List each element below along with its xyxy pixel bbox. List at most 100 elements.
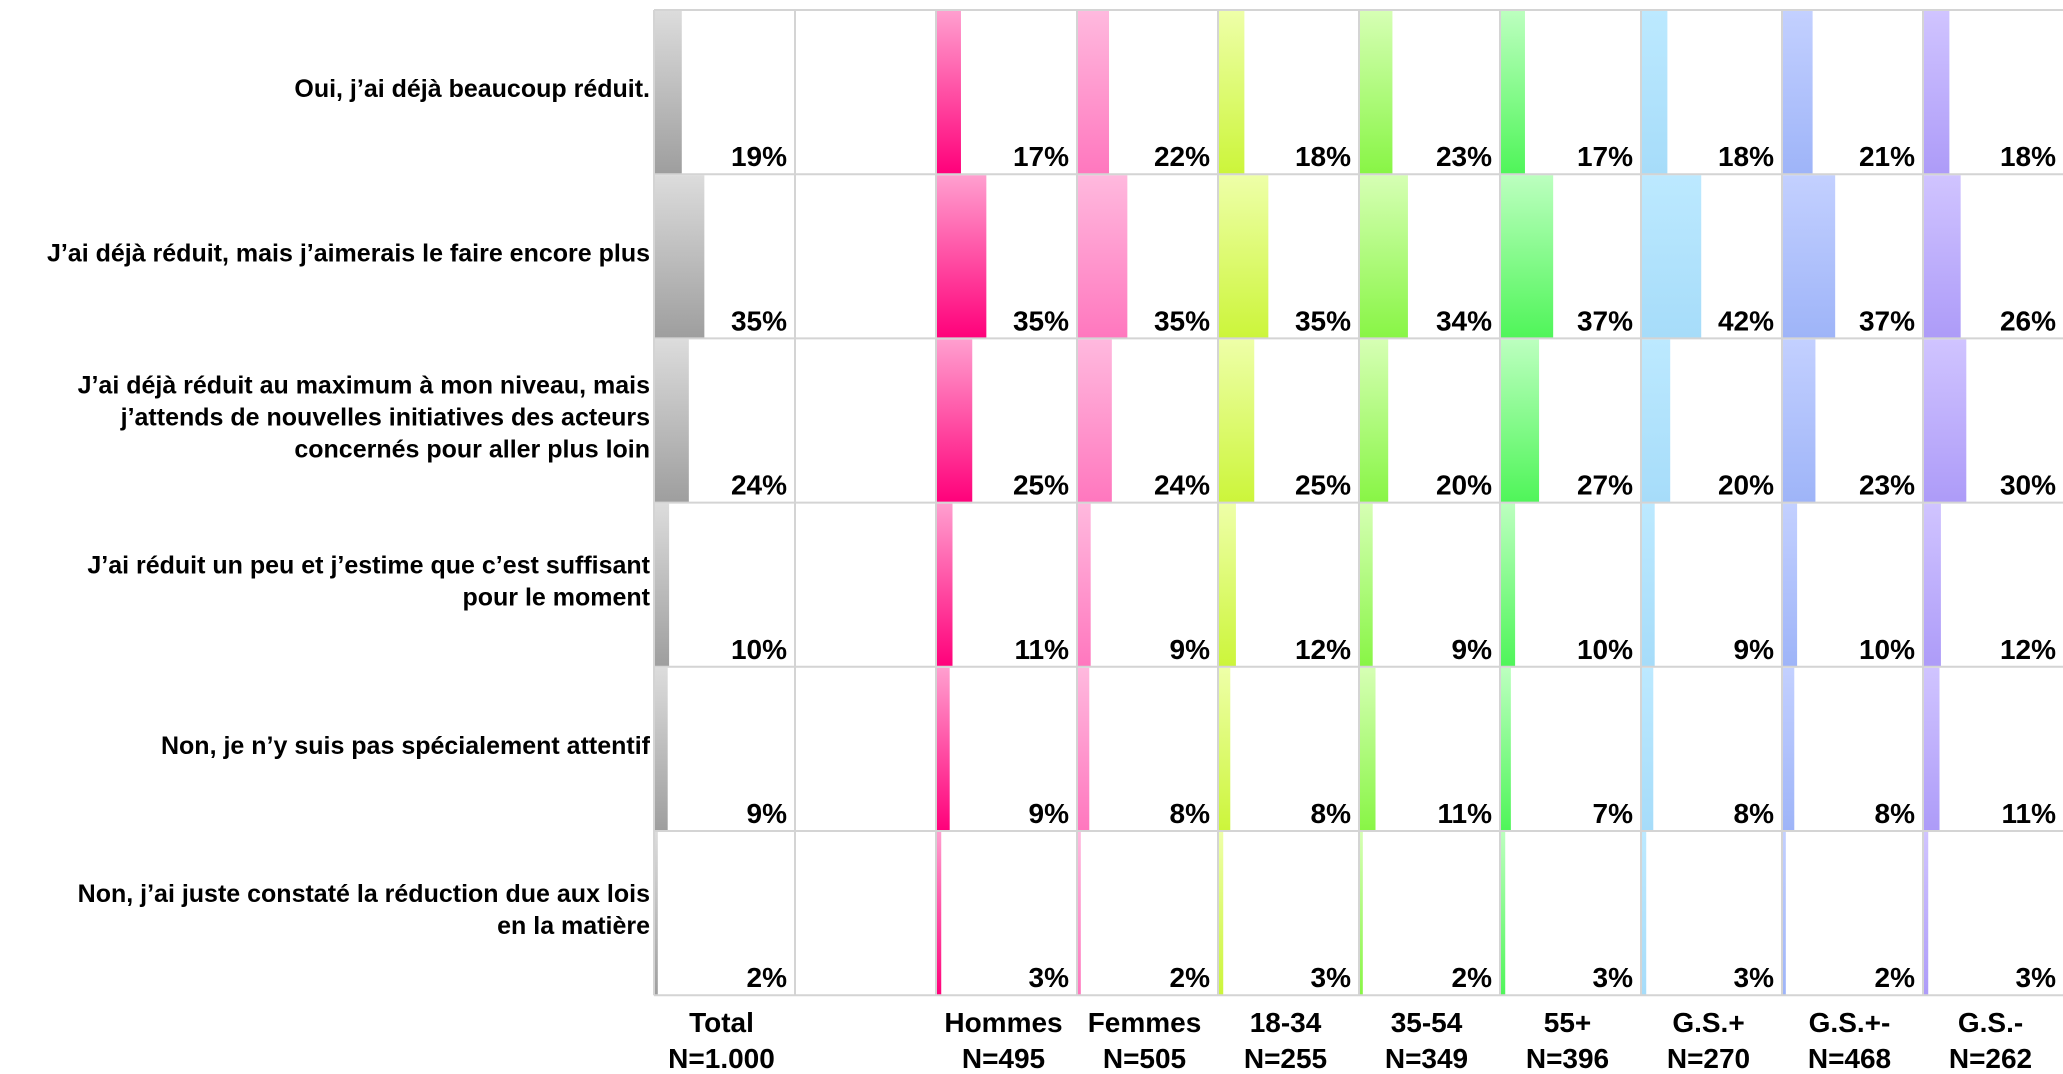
value-label: 8% <box>1875 798 1916 829</box>
bar-55--row-6 <box>1501 832 1506 996</box>
value-label: 20% <box>1718 470 1774 501</box>
column-base-label: N=255 <box>1244 1043 1327 1074</box>
bar-55--row-2 <box>1501 175 1554 339</box>
value-label: 18% <box>2000 141 2056 172</box>
bar-g-s--row-4 <box>1924 503 1941 667</box>
category-label: j’attends de nouvelles initiatives des a… <box>120 404 650 432</box>
bar-35-54-row-2 <box>1360 175 1408 339</box>
value-label: 3% <box>1029 962 1070 993</box>
category-label: pour le moment <box>462 584 650 612</box>
value-label: 24% <box>1154 470 1210 501</box>
bar-g-s--row-3 <box>1783 339 1816 503</box>
bar-g-s--row-6 <box>1642 832 1647 996</box>
column-label: G.S.- <box>1958 1007 2023 1038</box>
value-label: 10% <box>731 634 787 665</box>
value-label: 9% <box>1452 634 1493 665</box>
value-label: 34% <box>1436 305 1492 336</box>
value-label: 27% <box>1577 470 1633 501</box>
bar-total-row-6 <box>655 832 658 996</box>
bar-g-s--row-2 <box>1642 175 1702 339</box>
value-label: 11% <box>1015 634 1070 665</box>
category-label: J’ai déjà réduit, mais j’aimerais le fai… <box>47 239 650 267</box>
column-base-label: N=505 <box>1103 1043 1186 1074</box>
column-label: 18-34 <box>1250 1007 1322 1038</box>
bar-18-34-row-2 <box>1219 175 1269 339</box>
value-label: 8% <box>1734 798 1775 829</box>
bar-g-s--row-5 <box>1783 667 1795 831</box>
value-label: 42% <box>1718 305 1774 336</box>
value-label: 2% <box>1170 962 1211 993</box>
grid-layer <box>653 9 2063 997</box>
bar-hommes-row-5 <box>937 667 950 831</box>
value-label: 2% <box>1875 962 1916 993</box>
bar-35-54-row-3 <box>1360 339 1389 503</box>
bar-18-34-row-5 <box>1219 667 1231 831</box>
column-base-label: N=349 <box>1385 1043 1468 1074</box>
bar-35-54-row-1 <box>1360 11 1393 175</box>
value-label: 35% <box>1295 305 1351 336</box>
value-label: 25% <box>1295 470 1351 501</box>
value-label: 3% <box>1593 962 1634 993</box>
value-labels-layer: 19% 35% 24% 10% 9% 2% 17% 35% 25% 11% 9% 3% 22% 35% 24… <box>731 141 2056 993</box>
value-label: 17% <box>1577 141 1633 172</box>
column-label: 55+ <box>1544 1007 1592 1038</box>
value-label: 35% <box>731 305 787 336</box>
value-label: 2% <box>1452 962 1493 993</box>
value-label: 17% <box>1013 141 1069 172</box>
bar-g-s--row-1 <box>1924 11 1950 175</box>
bar-total-row-3 <box>655 339 689 503</box>
value-label: 8% <box>1311 798 1352 829</box>
value-label: 23% <box>1859 470 1915 501</box>
value-label: 18% <box>1718 141 1774 172</box>
category-label: J’ai réduit un peu et j’estime que c’est… <box>87 552 650 580</box>
column-base-label: N=495 <box>962 1043 1045 1074</box>
column-label: Total <box>689 1007 754 1038</box>
column-label: Femmes <box>1088 1007 1202 1038</box>
bar-55--row-5 <box>1501 667 1511 831</box>
value-label: 9% <box>1029 798 1070 829</box>
value-label: 18% <box>1295 141 1351 172</box>
bar-55--row-4 <box>1501 503 1516 667</box>
value-label: 2% <box>747 962 788 993</box>
value-label: 20% <box>1436 470 1492 501</box>
bar-hommes-row-4 <box>937 503 953 667</box>
bar-18-34-row-4 <box>1219 503 1236 667</box>
bar-55--row-3 <box>1501 339 1540 503</box>
category-label: Non, j’ai juste constaté la réduction du… <box>78 880 650 908</box>
value-label: 12% <box>2000 634 2056 665</box>
bar-femmes-row-4 <box>1078 503 1091 667</box>
bar-g-s--row-5 <box>1642 667 1654 831</box>
bar-femmes-row-2 <box>1078 175 1128 339</box>
value-label: 9% <box>747 798 788 829</box>
bar-18-34-row-1 <box>1219 11 1245 175</box>
bar-total-row-2 <box>655 175 705 339</box>
column-base-label: N=468 <box>1808 1043 1891 1074</box>
value-label: 3% <box>2016 962 2057 993</box>
value-label: 37% <box>1577 305 1633 336</box>
bar-femmes-row-6 <box>1078 832 1081 996</box>
bar-18-34-row-3 <box>1219 339 1255 503</box>
column-base-label: N=270 <box>1667 1043 1750 1074</box>
bar-g-s--row-6 <box>1924 832 1929 996</box>
bar-hommes-row-6 <box>937 832 942 996</box>
value-label: 35% <box>1013 305 1069 336</box>
bar-hommes-row-1 <box>937 11 961 175</box>
bars-layer <box>655 11 1967 996</box>
bar-total-row-4 <box>655 503 670 667</box>
bar-femmes-row-5 <box>1078 667 1090 831</box>
bar-55--row-1 <box>1501 11 1525 175</box>
value-label: 25% <box>1013 470 1069 501</box>
bar-g-s--row-1 <box>1783 11 1813 175</box>
bar-hommes-row-3 <box>937 339 973 503</box>
value-label: 11% <box>2002 798 2057 829</box>
value-label: 7% <box>1593 798 1634 829</box>
value-label: 3% <box>1734 962 1775 993</box>
bar-g-s--row-6 <box>1783 832 1786 996</box>
value-label: 37% <box>1859 305 1915 336</box>
value-label: 9% <box>1734 634 1775 665</box>
value-label: 10% <box>1577 634 1633 665</box>
category-label: Oui, j’ai déjà beaucoup réduit. <box>294 75 650 103</box>
bar-total-row-1 <box>655 11 682 175</box>
bar-g-s--row-4 <box>1642 503 1655 667</box>
value-label: 35% <box>1154 305 1210 336</box>
